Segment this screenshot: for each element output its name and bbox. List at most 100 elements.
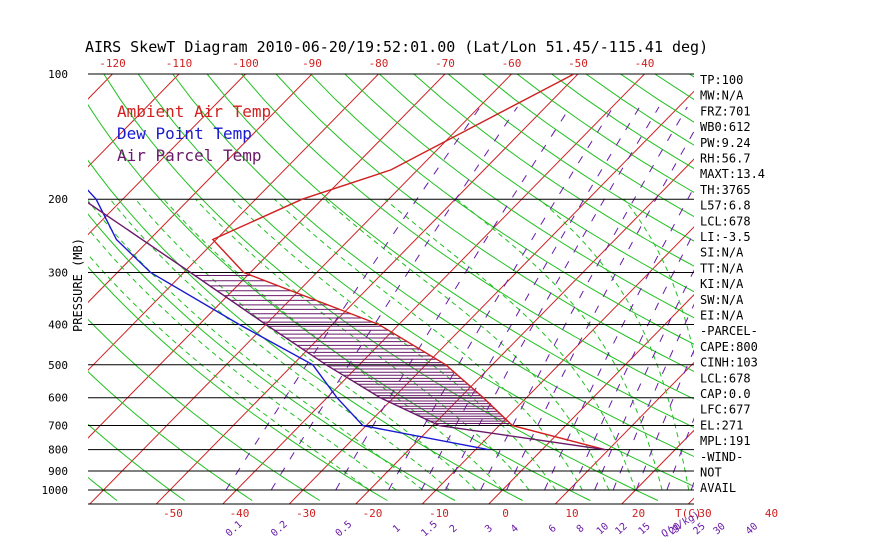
index-item: MAXT:13.4 — [700, 167, 765, 181]
mixing-ratio-label: 0.2 — [269, 519, 290, 539]
moist-adiabat-line — [231, 198, 557, 491]
index-item: EI:N/A — [700, 309, 744, 323]
mixing-ratio-line — [612, 303, 694, 491]
mixing-ratio-label: 1.5 — [419, 519, 440, 539]
index-item: LFC:677 — [700, 403, 751, 417]
bottom-temp-tick-label: -10 — [429, 507, 449, 520]
isotherm-line — [88, 74, 247, 236]
moist-adiabat-line — [88, 199, 424, 491]
bottom-temp-tick-label: 10 — [565, 507, 578, 520]
index-item: TP:100 — [700, 73, 743, 87]
mixing-ratio-line — [444, 106, 660, 491]
index-item: EL:271 — [700, 418, 743, 432]
isotherm-line — [89, 74, 513, 504]
bottom-temp-tick-label: 40 — [765, 507, 778, 520]
index-item: SI:N/A — [700, 246, 744, 260]
moist-adiabat-grid — [88, 198, 769, 491]
bottom-temp-tick-label: -50 — [163, 507, 183, 520]
pressure-tick-label: 200 — [48, 193, 68, 206]
index-item: SW:N/A — [700, 293, 744, 307]
isotherm-line — [818, 55, 870, 507]
temp-unit-label: T(C) — [675, 507, 702, 520]
dry-adiabat-line — [516, 74, 694, 193]
pressure-tick-label: 600 — [48, 392, 68, 405]
mixing-ratio-line — [571, 231, 694, 491]
moist-adiabat-line — [274, 198, 583, 491]
y-axis-label: PRESSURE (MB) — [71, 238, 85, 332]
isotherm-line — [355, 158, 694, 504]
isotherm-line — [88, 74, 114, 100]
dry-adiabat-line — [88, 476, 118, 501]
index-item: -PARCEL- — [700, 324, 758, 338]
mixing-ratio-label: 2 — [448, 523, 460, 535]
pressure-tick-label: 500 — [48, 359, 68, 372]
index-item: PW:9.24 — [700, 136, 751, 150]
index-item: TT:N/A — [700, 261, 744, 275]
mixing-ratio-label: 6 — [547, 523, 559, 535]
mixing-ratio-line — [420, 106, 641, 491]
top-temp-tick-label: -110 — [166, 57, 193, 70]
bottom-temp-tick-label: -20 — [363, 507, 383, 520]
dry-adiabat-line — [379, 74, 694, 293]
isotherm-line — [222, 74, 646, 504]
moist-adiabat-line — [163, 198, 503, 491]
legend-item: Dew Point Temp — [117, 124, 252, 143]
mixing-ratio-label: 8 — [575, 523, 587, 535]
moist-adiabat-line — [456, 198, 663, 491]
dry-adiabat-line — [827, 74, 870, 501]
index-item: FRZ:701 — [700, 104, 751, 118]
pressure-tick-label: 300 — [48, 266, 68, 279]
legend-item: Air Parcel Temp — [117, 146, 262, 165]
mixing-ratio-line — [335, 106, 571, 491]
isotherm-line — [88, 74, 180, 168]
index-item: CAP:0.0 — [700, 387, 751, 401]
moist-adiabat-line — [384, 198, 636, 491]
top-temp-tick-label: -40 — [635, 57, 655, 70]
index-item: -WIND- — [700, 450, 743, 464]
mixing-ratio-line — [270, 106, 518, 491]
mixing-ratio-label: 4 — [509, 523, 521, 535]
isotherm-line — [88, 74, 313, 304]
axis-labels: 1002003004005006007008009001000PRESSURE … — [42, 57, 779, 540]
isotherm-line — [155, 74, 579, 504]
series-line — [88, 189, 489, 451]
mixing-ratio-line — [635, 349, 694, 491]
pressure-tick-label: 700 — [48, 420, 68, 433]
moist-adiabat-line — [759, 199, 769, 490]
mixing-ratio-label: 40 — [744, 521, 760, 537]
isotherm-line — [0, 55, 65, 507]
top-temp-tick-label: -80 — [369, 57, 389, 70]
chart-title: AIRS SkewT Diagram 2010-06-20/19:52:01.0… — [85, 38, 708, 56]
dry-adiabat-line — [206, 74, 694, 429]
cape-hatch-area — [194, 274, 511, 424]
dry-adiabat-line — [758, 74, 870, 501]
bottom-temp-tick-label: 20 — [632, 507, 645, 520]
mixing-ratio-grid — [225, 106, 694, 491]
pressure-tick-label: 100 — [48, 68, 68, 81]
top-temp-tick-label: -70 — [435, 57, 455, 70]
bottom-temp-tick-label: 30 — [698, 507, 711, 520]
series-layer — [88, 74, 606, 451]
mixing-ratio-label: 0.5 — [334, 519, 355, 539]
series-line — [211, 74, 606, 451]
index-item: CINH:103 — [700, 356, 758, 370]
bottom-temp-tick-label: -30 — [296, 507, 316, 520]
legend: Ambient Air Temp Dew Point Temp Air Parcel… — [117, 102, 271, 165]
moist-adiabat-line — [109, 198, 450, 491]
dry-adiabat-line — [413, 74, 694, 267]
isotherm-line — [88, 74, 380, 371]
bottom-temp-tick-label: -40 — [230, 507, 250, 520]
dry-adiabat-line — [275, 74, 694, 372]
isotherm-line — [488, 294, 694, 504]
mixing-ratio-line — [594, 269, 694, 491]
top-temp-tick-label: -60 — [502, 57, 522, 70]
index-item: NOT — [700, 466, 722, 480]
moist-adiabat-line — [195, 198, 530, 491]
dry-adiabat-line — [344, 74, 694, 319]
index-item: MW:N/A — [700, 89, 744, 103]
moist-adiabat-line — [324, 198, 610, 491]
index-item: LI:-3.5 — [700, 230, 751, 244]
top-temp-tick-label: -90 — [302, 57, 322, 70]
index-item: AVAIL — [700, 481, 736, 495]
